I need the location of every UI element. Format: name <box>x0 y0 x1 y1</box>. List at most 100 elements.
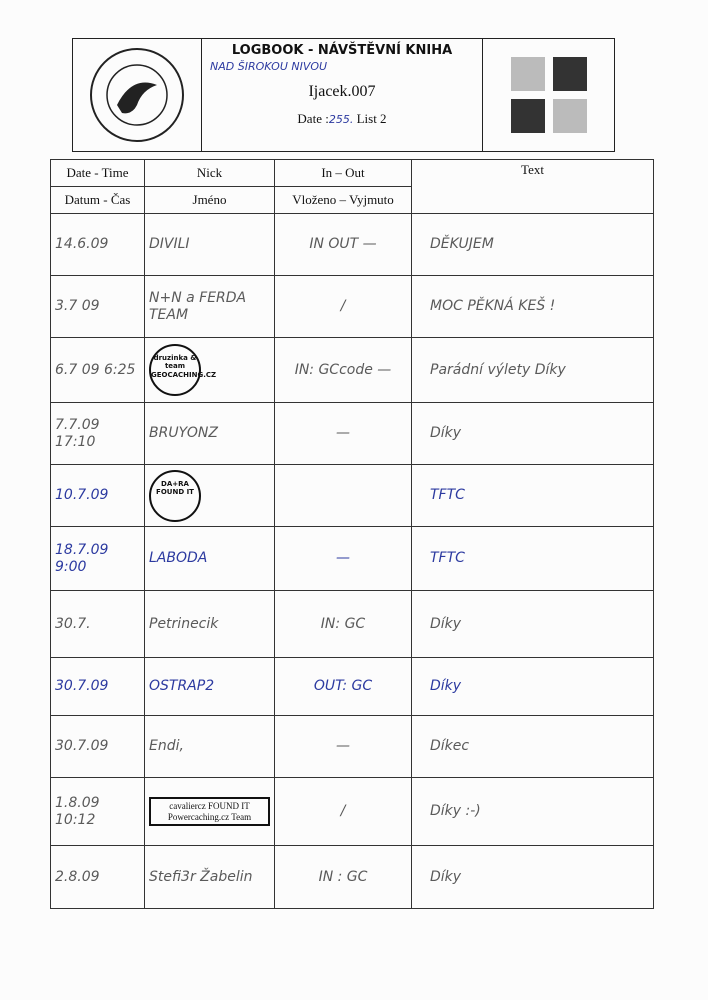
cell-inout: / <box>274 275 412 338</box>
table-header-cz: Datum - Čas Jméno Vloženo – Vyjmuto <box>50 186 654 214</box>
table-row: 30.7.09 Endi, — Díkec <box>50 715 654 778</box>
geocache-quadrant-icon <box>510 99 545 133</box>
handwritten-inout: IN OUT — <box>309 236 377 252</box>
table-row: 7.7.09 17:10 BRUYONZ — Díky <box>50 402 654 465</box>
cell-date: 6.7 09 6:25 <box>50 337 145 403</box>
cell-date: 2.8.09 <box>50 845 145 909</box>
cell-text: Díky <box>411 402 654 465</box>
date-label: Date : <box>297 111 329 126</box>
cell-inout: — <box>274 526 412 591</box>
cell-nick: LABODA <box>144 526 275 591</box>
handwritten-nick: N+N a FERDA TEAM <box>149 289 247 323</box>
cell-date: 18.7.09 9:00 <box>50 526 145 591</box>
flag-icon <box>552 99 587 133</box>
handwritten-date: 10.7.09 <box>55 487 109 503</box>
cell-inout: OUT: GC <box>274 657 412 716</box>
cell-inout: — <box>274 402 412 465</box>
cell-nick: BRUYONZ <box>144 402 275 465</box>
geocaching-cz-logo <box>73 39 202 151</box>
handwritten-inout: — <box>336 550 350 566</box>
table-row: 10.7.09 DA+RA FOUND IT TFTC <box>50 464 654 527</box>
cell-inout: — <box>274 715 412 778</box>
logbook-title: LOGBOOK - NÁVŠTĚVNÍ KNIHA <box>231 43 453 58</box>
col-nick: Nick <box>144 159 275 187</box>
cell-nick: OSTRAP2 <box>144 657 275 716</box>
cell-text: Díky <box>411 590 654 658</box>
cell-text: Díky :-) <box>411 777 654 846</box>
log-table: Date - Time Nick In – Out Text Datum - Č… <box>50 159 654 909</box>
handwritten-inout: IN : GC <box>318 868 368 885</box>
handwritten-nick: Stefi3r Žabelin <box>149 868 253 885</box>
handwritten-text: DĚKUJEM <box>430 236 494 252</box>
cell-inout: IN OUT — <box>274 213 412 276</box>
handwritten-text: Parádní výlety Díky <box>430 361 566 378</box>
cell-text: TFTC <box>411 526 654 591</box>
cell-date: 14.6.09 <box>50 213 145 276</box>
handwritten-inout: — <box>336 738 350 754</box>
cell-inout: IN : GC <box>274 845 412 909</box>
table-row: 30.7.09 OSTRAP2 OUT: GC Díky <box>50 657 654 716</box>
cell-nick: N+N a FERDA TEAM <box>144 275 275 338</box>
table-header-en: Date - Time Nick In – Out Text <box>50 159 654 214</box>
col-inout: In – Out <box>274 159 412 187</box>
table-row: 1.8.09 10:12 cavaliercz FOUND IT Powercac… <box>50 777 654 846</box>
handwritten-date: 3.7 09 <box>55 298 100 314</box>
handwritten-text: Díky :-) <box>430 803 481 819</box>
handwritten-nick: BRUYONZ <box>149 425 218 441</box>
handwritten-text: TFTC <box>430 487 465 503</box>
table-row: 30.7. Petrinecik IN: GC Díky <box>50 590 654 658</box>
col-text: Text <box>411 159 654 214</box>
stamp: druzinka & team GEOCACHING.CZ <box>149 344 216 396</box>
handwritten-date: 2.8.09 <box>55 868 100 885</box>
handwritten-date: 18.7.09 9:00 <box>55 541 109 575</box>
table-row: 18.7.09 9:00 LABODA — TFTC <box>50 526 654 591</box>
col-nick-cz: Jméno <box>144 186 275 214</box>
handwritten-date: 30.7.09 <box>55 678 109 694</box>
handwritten-date: 14.6.09 <box>55 236 109 252</box>
handwritten-inout: — <box>336 425 350 441</box>
cell-text: Díkec <box>411 715 654 778</box>
cell-date: 30.7. <box>50 590 145 658</box>
geocaching-icons <box>483 39 614 151</box>
handwritten-nick: Petrinecik <box>149 615 219 632</box>
handwritten-nick: OSTRAP2 <box>149 678 215 694</box>
cell-text: Díky <box>411 845 654 909</box>
handwritten-nick: LABODA <box>149 550 208 566</box>
cell-nick: cavaliercz FOUND IT Powercaching.cz Team <box>144 777 275 846</box>
cell-text: MOC PĚKNÁ KEŠ ! <box>411 275 654 338</box>
handwritten-date: 6.7 09 6:25 <box>55 361 136 378</box>
cell-inout: IN: GCcode — <box>274 337 412 403</box>
table-row: 2.8.09 Stefi3r Žabelin IN : GC Díky <box>50 845 654 909</box>
cell-text: TFTC <box>411 464 654 527</box>
cell-inout: IN: GC <box>274 590 412 658</box>
logbook-header: LOGBOOK - NÁVŠTĚVNÍ KNIHA NAD ŠIROKOU NI… <box>72 38 615 152</box>
handwritten-text: Díky <box>430 615 462 632</box>
cell-text: Díky <box>411 657 654 716</box>
cache-name: NAD ŠIROKOU NIVOU <box>210 60 328 73</box>
handwritten-date: 30.7.09 <box>55 738 109 754</box>
list-number: List 2 <box>356 111 387 126</box>
table-row: 6.7 09 6:25 druzinka & team GEOCACHING.CZ… <box>50 337 654 403</box>
cell-inout <box>274 464 412 527</box>
handwritten-text: Díkec <box>430 738 470 754</box>
stamp: cavaliercz FOUND IT Powercaching.cz Team <box>149 796 270 827</box>
cell-date: 3.7 09 <box>50 275 145 338</box>
cell-nick: Stefi3r Žabelin <box>144 845 275 909</box>
handwritten-inout: IN: GCcode — <box>294 361 392 378</box>
col-date-cz: Datum - Čas <box>50 186 145 214</box>
cell-nick: Petrinecik <box>144 590 275 658</box>
handwritten-nick: DIVILI <box>149 236 190 252</box>
cell-date: 1.8.09 10:12 <box>50 777 145 846</box>
date-list: Date :255. List 2 <box>202 111 482 127</box>
handwritten-inout: OUT: GC <box>313 678 373 694</box>
handwritten-date: 30.7. <box>55 615 91 632</box>
handwritten-text: MOC PĚKNÁ KEŠ ! <box>430 298 556 314</box>
cell-nick: DIVILI <box>144 213 275 276</box>
handwritten-date: 1.8.09 10:12 <box>55 794 100 828</box>
handwritten-inout: IN: GC <box>320 615 366 632</box>
handwritten-inout: / <box>340 803 346 819</box>
table-row: 3.7 09 N+N a FERDA TEAM / MOC PĚKNÁ KEŠ ! <box>50 275 654 338</box>
cell-nick: DA+RA FOUND IT <box>144 464 275 527</box>
handwritten-text: Díky <box>430 678 462 694</box>
